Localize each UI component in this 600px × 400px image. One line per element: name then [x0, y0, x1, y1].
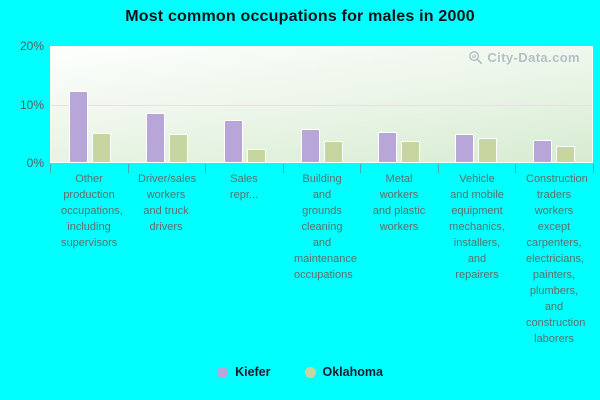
plot-area: City-Data.com: [50, 46, 593, 163]
legend-dot-oklahoma: [304, 366, 316, 378]
category-label-0: Other production occupations, including …: [61, 173, 123, 249]
category-label-1: Driver/sales workers and truck drivers: [138, 173, 197, 233]
y-tick-10: 10%: [19, 98, 44, 112]
category-label-6: Construction traders workers except carp…: [526, 173, 588, 345]
x-tick-mark-3: [283, 164, 284, 173]
x-tick-mark-6: [515, 164, 516, 173]
bar-kiefer-0: [69, 91, 88, 162]
y-tick-20: 20%: [19, 39, 44, 53]
x-tick-mark-0: [50, 164, 51, 173]
legend: Kiefer Oklahoma: [0, 364, 600, 380]
bar-kiefer-2: [224, 120, 243, 162]
bar-oklahoma-3: [324, 141, 343, 162]
bar-kiefer-1: [146, 113, 165, 162]
bar-kiefer-4: [378, 132, 397, 162]
chart-title: Most common occupations for males in 200…: [125, 8, 475, 25]
bar-kiefer-6: [533, 140, 552, 162]
x-tick-mark-2: [205, 164, 206, 173]
y-tick-0: 0%: [26, 156, 44, 170]
magnifier-icon: [469, 51, 483, 65]
legend-label-oklahoma: Oklahoma: [322, 365, 383, 379]
bar-oklahoma-2: [247, 149, 266, 162]
x-tick-mark-1: [128, 164, 129, 173]
legend-item-kiefer: Kiefer: [217, 365, 271, 379]
bar-oklahoma-4: [401, 141, 420, 162]
x-tick-mark-5: [438, 164, 439, 173]
bar-kiefer-5: [455, 134, 474, 162]
bar-kiefer-3: [301, 129, 320, 162]
category-label-2: Sales repr...: [229, 173, 259, 201]
category-label-4: Metal workers and plastic workers: [372, 173, 426, 233]
bar-oklahoma-1: [169, 134, 188, 162]
category-label-5: Vehicle and mobile equipment mechanics, …: [449, 173, 505, 281]
legend-dot-kiefer: [217, 366, 229, 378]
legend-label-kiefer: Kiefer: [235, 365, 271, 379]
bar-oklahoma-0: [92, 133, 111, 162]
category-label-3: Building and grounds cleaning and mainte…: [294, 173, 357, 281]
legend-item-oklahoma: Oklahoma: [304, 365, 383, 379]
watermark-text: City-Data.com: [487, 50, 580, 65]
bar-oklahoma-5: [478, 138, 497, 162]
x-tick-mark-7: [593, 164, 594, 173]
bar-oklahoma-6: [556, 146, 575, 162]
gridline-10: [51, 105, 592, 106]
x-tick-mark-4: [360, 164, 361, 173]
watermark: City-Data.com: [468, 50, 580, 65]
